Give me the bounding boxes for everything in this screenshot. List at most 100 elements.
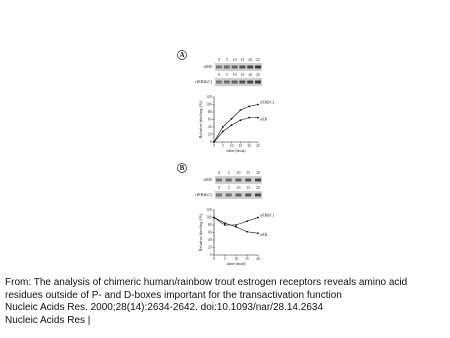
y-tick-label: 120 xyxy=(206,208,212,212)
x-axis-label: time (min) xyxy=(226,148,246,153)
data-point xyxy=(221,126,224,128)
gel-band xyxy=(235,178,242,182)
lane-label: 10 xyxy=(233,73,237,77)
gel-band xyxy=(255,80,261,84)
caption-from: From: The analysis of chimeric human/rai… xyxy=(5,277,408,301)
lane-label: 10 xyxy=(237,171,241,175)
gel-band xyxy=(255,65,261,69)
lane-label: 5 xyxy=(226,58,228,62)
lane-label: 10 xyxy=(233,58,237,62)
lane-label: 20 xyxy=(248,58,252,62)
lane-label: 20 xyxy=(256,171,260,175)
gel-row-label: rtER(hC) xyxy=(195,79,212,84)
gel-band xyxy=(225,178,232,182)
gel-band xyxy=(247,65,254,69)
series-label: rtER(hC) xyxy=(260,213,275,217)
lane-label: 5 xyxy=(226,73,228,77)
panel-label: A xyxy=(179,51,184,59)
lane-label: 5 xyxy=(228,186,230,190)
gel-band xyxy=(216,193,222,197)
y-tick-label: 80 xyxy=(208,110,212,114)
series-label: rtER xyxy=(260,118,268,122)
series-line xyxy=(213,104,259,143)
series-label: rtER(hC) xyxy=(260,100,275,104)
data-point xyxy=(239,119,242,122)
y-tick-label: 40 xyxy=(208,125,212,129)
gel-band xyxy=(255,193,261,197)
panel-label: B xyxy=(180,164,185,172)
data-point xyxy=(248,105,251,108)
x-tick-label: 15 xyxy=(245,257,249,261)
gel xyxy=(215,78,262,86)
panel-badge xyxy=(177,50,187,60)
gel-band xyxy=(223,80,230,84)
series-line xyxy=(213,217,259,226)
x-tick-label: 15 xyxy=(239,144,243,148)
data-point xyxy=(224,222,226,225)
data-point xyxy=(235,224,237,226)
x-axis-label: time (min) xyxy=(226,261,246,266)
series-label: rtER xyxy=(260,233,268,237)
data-point xyxy=(239,109,242,112)
panel-badge xyxy=(177,163,187,173)
gel-band xyxy=(231,65,238,69)
y-tick-label: 80 xyxy=(208,223,212,227)
gel-band xyxy=(239,80,246,84)
x-tick-label: 20 xyxy=(247,144,251,148)
lane-label: 15 xyxy=(241,58,245,62)
gel-band xyxy=(225,193,232,197)
y-tick-label: 20 xyxy=(208,132,212,136)
gel-band xyxy=(245,193,252,197)
data-point xyxy=(224,224,226,226)
data-point xyxy=(257,103,259,106)
data-point xyxy=(248,116,251,119)
lane-label: 10 xyxy=(237,186,241,190)
lane-label: 0 xyxy=(218,58,220,62)
data-point xyxy=(230,117,233,120)
x-tick-label: 0 xyxy=(213,257,215,261)
x-tick-label: 0 xyxy=(213,144,215,148)
y-tick-label: 0 xyxy=(210,140,212,144)
caption-citation: Nucleic Acids Res. 2000;28(14):2634-2642… xyxy=(5,302,324,313)
gel-band xyxy=(245,178,252,182)
gel-band xyxy=(247,80,254,84)
x-tick-label: 5 xyxy=(224,257,226,261)
gel-band xyxy=(255,178,261,182)
data-point xyxy=(230,124,233,127)
y-axis-label: Relative binding (%) xyxy=(198,213,203,251)
lane-label: 5 xyxy=(228,171,230,175)
gel-band xyxy=(239,65,246,69)
lane-label: 0 xyxy=(218,73,220,77)
gel-band xyxy=(216,65,222,69)
lane-label: 15 xyxy=(246,171,250,175)
data-point xyxy=(257,116,259,119)
data-point xyxy=(257,216,259,219)
x-tick-label: 25 xyxy=(256,144,260,148)
x-tick-label: 20 xyxy=(256,257,260,261)
gel xyxy=(215,63,262,71)
lane-label: 25 xyxy=(256,73,260,77)
gel-band xyxy=(231,80,238,84)
y-tick-label: 20 xyxy=(208,245,212,249)
y-tick-label: 0 xyxy=(210,253,212,257)
gel-row-label: rtER xyxy=(204,64,213,69)
x-tick-label: 10 xyxy=(234,257,238,261)
data-point xyxy=(246,230,248,233)
lane-label: 0 xyxy=(218,186,220,190)
series-line xyxy=(213,117,258,143)
lane-label: 15 xyxy=(241,73,245,77)
lane-label: 20 xyxy=(256,186,260,190)
y-tick-label: 40 xyxy=(208,238,212,242)
lane-label: 15 xyxy=(246,186,250,190)
lane-label: 25 xyxy=(256,58,260,62)
data-point xyxy=(235,225,237,228)
y-tick-label: 60 xyxy=(208,117,212,121)
gel-row-label: rtER(hC) xyxy=(195,192,212,197)
gel-band xyxy=(223,65,230,69)
y-tick-label: 60 xyxy=(208,230,212,234)
data-point xyxy=(257,232,259,235)
caption: From: The analysis of chimeric human/rai… xyxy=(5,277,445,327)
gel-row-label: rtER xyxy=(204,177,213,182)
